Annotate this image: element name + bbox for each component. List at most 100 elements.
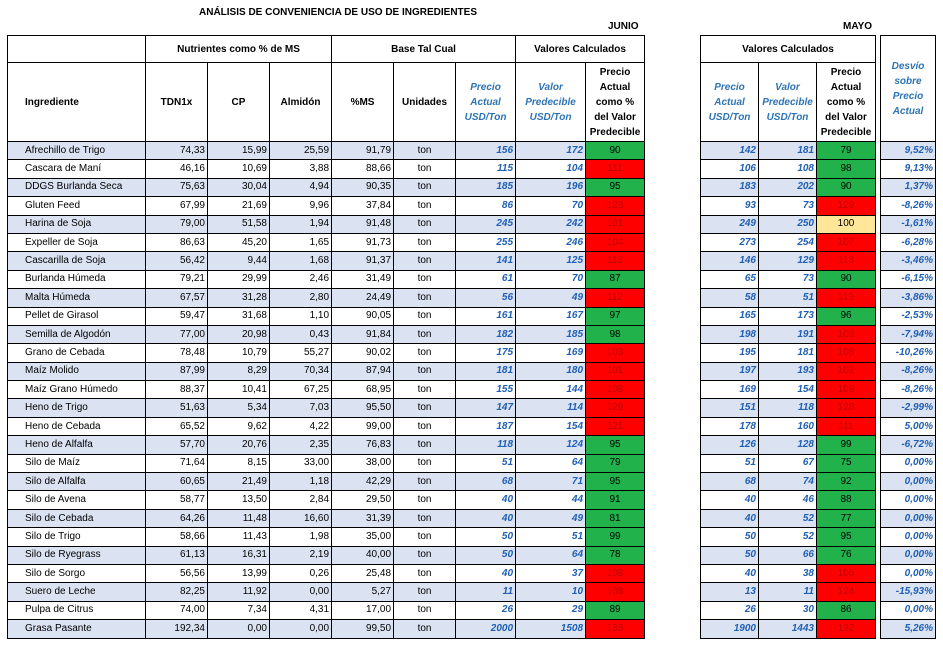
- table-row: Silo de Trigo 58,66 11,43 1,98 35,00 ton 50 51 9…: [7, 527, 646, 547]
- valor-mayo-value: 254: [758, 232, 817, 253]
- col-header-tdn: TDN1x: [145, 62, 208, 142]
- table-row: Burlanda Húmeda 79,21 29,99 2,46 31,49 ton 61 7…: [7, 269, 646, 290]
- ingredient-name: Maíz Molido: [7, 361, 146, 382]
- table-row: 0,00%: [880, 508, 936, 529]
- cp-value: 8,15: [207, 453, 270, 474]
- valor-mayo-value: 74: [758, 472, 817, 492]
- precio-mayo-value: 169: [700, 380, 759, 400]
- desvio-value: -3,86%: [880, 288, 936, 308]
- desvio-value: 9,13%: [880, 159, 936, 179]
- desvio-value: -15,93%: [880, 582, 936, 602]
- desvio-value: -8,26%: [880, 380, 936, 400]
- desvio-value: -8,26%: [880, 196, 936, 216]
- pct-value: 121: [585, 416, 646, 437]
- precio-value: 255: [455, 232, 517, 253]
- valor-mayo-value: 118: [758, 398, 817, 418]
- ingredient-name: Silo de Cebada: [7, 508, 146, 529]
- pct-mayo-value: 96: [815, 306, 877, 326]
- ms-value: 99,00: [331, 416, 395, 437]
- pct-mayo-value: 111: [815, 416, 877, 437]
- precio-value: 147: [455, 398, 517, 418]
- ingredient-name: Silo de Avena: [7, 490, 146, 510]
- tdn-value: 71,64: [145, 453, 208, 474]
- pct-value: 133: [585, 619, 646, 639]
- precio-value: 161: [455, 306, 517, 326]
- almidon-value: 1,65: [268, 232, 333, 253]
- pct-mayo-value: 132: [815, 619, 877, 639]
- valor-value: 51: [515, 527, 587, 547]
- tdn-value: 87,99: [145, 361, 208, 382]
- pct-value: 97: [585, 306, 646, 326]
- table-row: Pulpa de Citrus 74,00 7,34 4,31 17,00 ton 26 29…: [7, 600, 646, 621]
- precio-value: 68: [455, 472, 517, 492]
- ingredient-name: Heno de Alfalfa: [7, 435, 146, 455]
- group-header-base: Base Tal Cual: [331, 35, 517, 63]
- almidon-value: 0,00: [268, 582, 333, 602]
- group-header-calc-junio: Valores Calculados: [515, 35, 646, 63]
- almidon-value: 4,22: [268, 416, 333, 437]
- desvio-value: -2,99%: [880, 398, 936, 418]
- group-header-nutrientes: Nutrientes como % de MS: [144, 35, 333, 63]
- cp-value: 11,92: [207, 582, 270, 602]
- ingredient-name: Heno de Trigo: [7, 398, 146, 418]
- precio-mayo-value: 273: [700, 232, 759, 253]
- precio-mayo-value: 142: [700, 140, 759, 161]
- ingredient-name: Pulpa de Citrus: [7, 600, 146, 621]
- valor-mayo-value: 181: [758, 343, 817, 363]
- valor-value: 246: [515, 232, 587, 253]
- table-row: 0,00%: [880, 490, 936, 510]
- desvio-value: 0,00%: [880, 508, 936, 529]
- valor-mayo-value: 73: [758, 269, 817, 290]
- ms-value: 42,29: [331, 472, 395, 492]
- pct-mayo-value: 92: [815, 472, 877, 492]
- valor-value: 196: [515, 177, 587, 198]
- pct-value: 95: [585, 177, 646, 198]
- precio-value: 61: [455, 269, 517, 290]
- tdn-value: 79,21: [145, 269, 208, 290]
- desvio-value: 0,00%: [880, 453, 936, 474]
- cp-value: 20,98: [207, 324, 270, 345]
- valor-value: 70: [515, 196, 587, 216]
- almidon-value: 0,43: [268, 324, 333, 345]
- ms-value: 88,66: [331, 159, 395, 179]
- cp-value: 21,69: [207, 196, 270, 216]
- table-row: -3,46%: [880, 251, 936, 271]
- ms-value: 90,02: [331, 343, 395, 363]
- valor-mayo-value: 66: [758, 545, 817, 565]
- precio-mayo-value: 40: [700, 563, 759, 584]
- cp-value: 13,99: [207, 563, 270, 584]
- ingredient-name: Pellet de Girasol: [7, 306, 146, 326]
- valor-value: 44: [515, 490, 587, 510]
- col-header-ms: %MS: [331, 62, 395, 142]
- valor-value: 37: [515, 563, 587, 584]
- table-row: Maíz Molido 87,99 8,29 70,34 87,94 ton 181 180 1…: [7, 361, 646, 382]
- precio-mayo-value: 40: [700, 490, 759, 510]
- valor-value: 180: [515, 361, 587, 382]
- col-header-precio: Precio Actual USD/Ton: [455, 62, 517, 142]
- unidades-value: ton: [393, 563, 457, 584]
- pct-value: 91: [585, 490, 646, 510]
- ingredient-name: Silo de Trigo: [7, 527, 146, 547]
- precio-value: 40: [455, 563, 517, 584]
- valor-value: 242: [515, 214, 587, 234]
- cp-value: 13,50: [207, 490, 270, 510]
- precio-value: 2000: [455, 619, 517, 639]
- desvio-value: -6,72%: [880, 435, 936, 455]
- col-header-pct-mayo: Precio Actual como % del Valor Predecibl…: [815, 62, 877, 142]
- col-header-precio-mayo: Precio Actual USD/Ton: [700, 62, 759, 142]
- tdn-value: 75,63: [145, 177, 208, 198]
- table-row: 1900 1443 132: [700, 619, 877, 639]
- table-row: Cascarilla de Soja 56,42 9,44 1,68 91,37 ton 1…: [7, 251, 646, 271]
- table-row: 169 154 109: [700, 380, 877, 400]
- pct-mayo-value: 76: [815, 545, 877, 565]
- ms-value: 17,00: [331, 600, 395, 621]
- cp-value: 30,04: [207, 177, 270, 198]
- table-row: 165 173 96: [700, 306, 877, 326]
- cp-value: 10,79: [207, 343, 270, 363]
- cp-value: 10,41: [207, 380, 270, 400]
- cp-value: 31,68: [207, 306, 270, 326]
- unidades-value: ton: [393, 472, 457, 492]
- tdn-value: 82,25: [145, 582, 208, 602]
- precio-mayo-value: 58: [700, 288, 759, 308]
- table-row: Silo de Maíz 71,64 8,15 33,00 38,00 ton 51 64 79: [7, 453, 646, 474]
